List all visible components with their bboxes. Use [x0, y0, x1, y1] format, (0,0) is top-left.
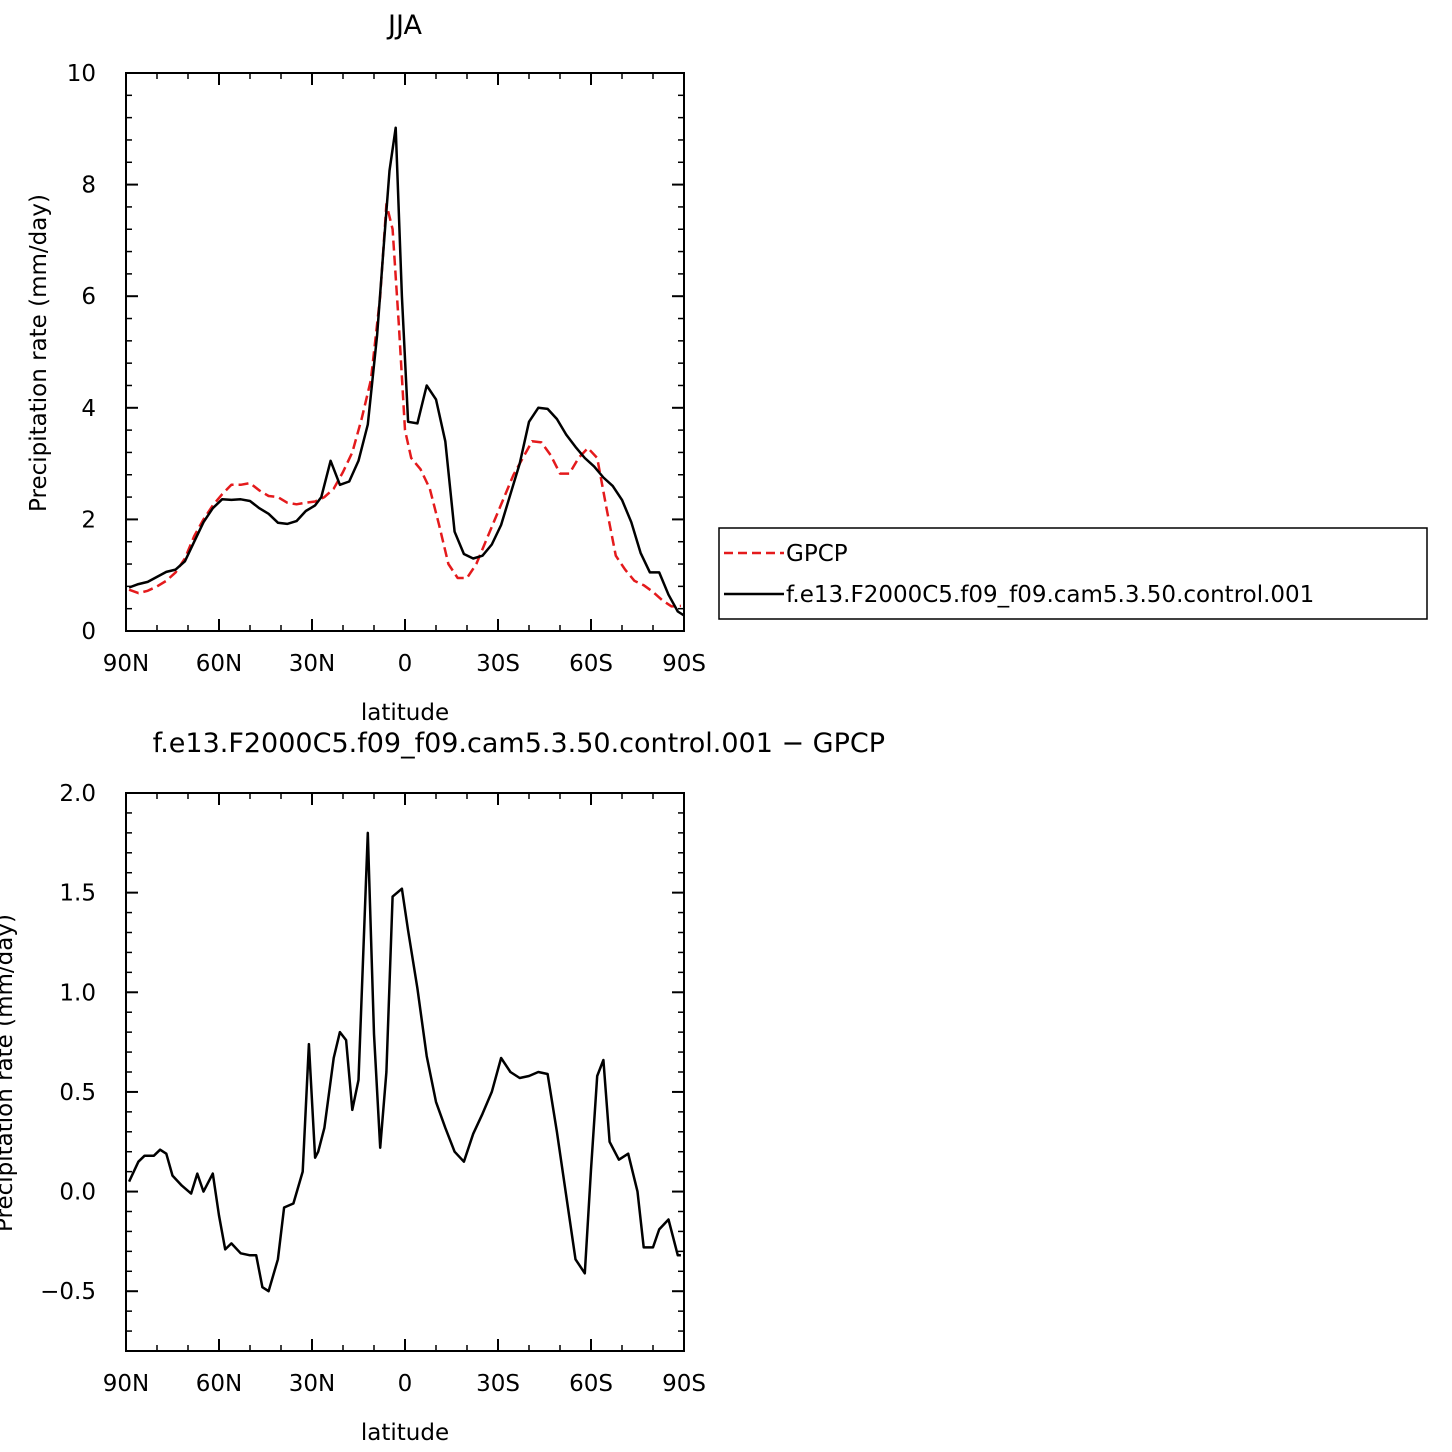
bottom-y-axis-title: Precipitation rate (mm/day): [0, 914, 18, 1232]
top-y-axis-title: Precipitation rate (mm/day): [26, 194, 52, 512]
top-x-tick-label: 90N: [103, 651, 149, 677]
top-x-tick-label: 30N: [289, 651, 335, 677]
top-y-tick-label: 0: [81, 619, 96, 645]
top-x-tick-label: 60N: [196, 651, 242, 677]
bottom-x-tick-label: 60S: [569, 1371, 613, 1397]
bottom-y-tick-label: 1.0: [59, 980, 96, 1006]
bottom-plot-frame: [125, 792, 685, 1352]
top-y-tick-label: 6: [81, 284, 96, 310]
top-x-tick-label: 90S: [662, 651, 706, 677]
bottom-y-tick-label: 0.0: [59, 1180, 96, 1206]
top-panel-title: JJA: [386, 10, 422, 41]
top-x-tick-label: 30S: [476, 651, 520, 677]
top-x-axis-title: latitude: [361, 700, 449, 726]
bottom-x-tick-label: 90N: [103, 1371, 149, 1397]
top-panel: JJA Precipitation rate (mm/day) latitude…: [26, 10, 706, 726]
bottom-x-tick-label: 30S: [476, 1371, 520, 1397]
bottom-y-tick-label: −0.5: [40, 1279, 96, 1305]
top-y-tick-label: 2: [81, 507, 96, 533]
legend: GPCP f.e13.F2000C5.f09_f09.cam5.3.50.con…: [718, 527, 1428, 620]
bottom-x-tick-label: 60N: [196, 1371, 242, 1397]
legend-label-gpcp: GPCP: [786, 541, 848, 567]
bottom-panel: f.e13.F2000C5.f09_f09.cam5.3.50.control.…: [0, 728, 885, 1446]
bottom-y-tick-label: 2.0: [59, 781, 96, 807]
top-x-tick-label: 0: [398, 651, 413, 677]
bottom-panel-title: f.e13.F2000C5.f09_f09.cam5.3.50.control.…: [153, 728, 885, 759]
legend-box: [718, 527, 1428, 620]
bottom-y-tick-label: 0.5: [59, 1080, 96, 1106]
bottom-x-axis-title: latitude: [361, 1420, 449, 1446]
bottom-x-tick-label: 30N: [289, 1371, 335, 1397]
bottom-x-tick-label: 0: [398, 1371, 413, 1397]
bottom-x-tick-label: 90S: [662, 1371, 706, 1397]
top-series-line-1: [128, 126, 685, 617]
bottom-y-tick-label: 1.5: [59, 881, 96, 907]
legend-label-model: f.e13.F2000C5.f09_f09.cam5.3.50.control.…: [786, 582, 1314, 608]
top-series-line-0: [128, 202, 681, 608]
top-x-tick-label: 60S: [569, 651, 613, 677]
top-y-tick-label: 10: [67, 61, 96, 87]
top-plot-frame: [125, 72, 685, 632]
top-y-tick-label: 8: [81, 173, 96, 199]
top-y-tick-label: 4: [81, 396, 96, 422]
bottom-series-line-0: [127, 831, 681, 1293]
